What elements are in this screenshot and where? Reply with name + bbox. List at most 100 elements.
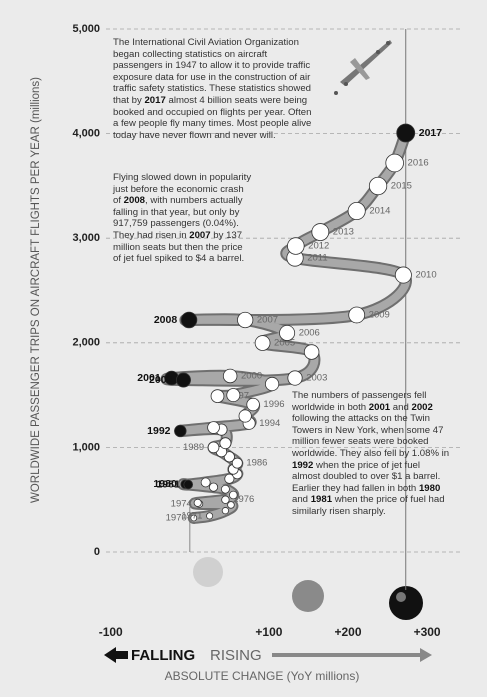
x-tick-label: +100 xyxy=(255,625,282,639)
point xyxy=(180,311,198,329)
year-label: 2014 xyxy=(369,206,390,217)
point xyxy=(229,490,238,500)
point xyxy=(206,512,214,520)
point xyxy=(174,424,187,438)
annotation: The International Civil Aviation Organiz… xyxy=(113,37,318,141)
year-label: 2016 xyxy=(408,158,429,169)
rising-label: RISING xyxy=(210,647,262,664)
year-label: 2012 xyxy=(308,241,329,252)
point xyxy=(348,306,366,324)
point xyxy=(210,389,225,403)
point xyxy=(223,451,235,463)
year-label: 1992 xyxy=(147,425,171,437)
year-label: 2008 xyxy=(154,314,178,326)
x-tick-label: +300 xyxy=(414,625,441,639)
point xyxy=(224,473,235,484)
point xyxy=(287,237,305,255)
year-label: 1989 xyxy=(183,442,204,453)
point xyxy=(347,201,366,221)
point xyxy=(207,421,220,434)
annotation-highlight: 2008 xyxy=(123,195,146,207)
year-label: 2007 xyxy=(257,315,278,326)
annotation-text: by 137 million seats but then the price … xyxy=(113,229,245,265)
annotation-text: when the price of jet fuel almost double… xyxy=(292,459,441,494)
y-tick-label: 4,000 xyxy=(72,128,100,140)
point xyxy=(237,311,254,329)
annotation-text: almost 4 billion seats were being booked… xyxy=(113,94,312,141)
point xyxy=(221,507,230,515)
annotation-highlight: 1992 xyxy=(292,459,314,471)
point xyxy=(221,495,230,504)
point xyxy=(311,223,330,241)
annotation-text: when the price of fuel had similarly ris… xyxy=(292,494,445,517)
x-tick-label: -100 xyxy=(99,625,123,639)
annotation-text: The numbers of passengers fell worldwide… xyxy=(292,390,427,413)
y-tick-label: 2,000 xyxy=(72,337,100,349)
y-tick-label: 5,000 xyxy=(72,23,100,35)
year-label: 1996 xyxy=(263,399,284,410)
rising-arrow xyxy=(272,648,432,662)
plane-icon xyxy=(334,40,392,95)
y-axis-label: WORLDWIDE PASSENGER TRIPS ON AIRCRAFT FL… xyxy=(30,77,42,503)
year-label: 2001 xyxy=(137,372,161,384)
year-label: 1980 xyxy=(153,478,177,490)
year-label: 2006 xyxy=(299,327,320,338)
year-label: 2005 xyxy=(274,338,295,349)
year-label: 1994 xyxy=(259,418,280,429)
year-label: 1986 xyxy=(246,458,267,469)
year-label: 2003 xyxy=(306,373,327,384)
point xyxy=(254,335,271,351)
y-tick-label: 0 xyxy=(94,546,100,558)
annotation-text: The International Civil Aviation Organiz… xyxy=(113,37,311,106)
falling-label: FALLING xyxy=(131,647,195,664)
point xyxy=(246,397,260,412)
year-label: 2013 xyxy=(333,227,354,238)
annotation-text: following the attacks on the Twin Towers… xyxy=(292,413,450,459)
y-tick-label: 3,000 xyxy=(72,232,100,244)
annotation-highlight: 1980 xyxy=(418,482,441,494)
point xyxy=(219,437,232,450)
point xyxy=(220,484,230,494)
point xyxy=(303,344,320,360)
year-label: 1971 xyxy=(181,510,202,521)
year-label: 2000 xyxy=(241,370,262,381)
point xyxy=(264,376,280,392)
point xyxy=(200,477,211,488)
annotation-text: Flying slowed down in popularity just be… xyxy=(113,172,252,207)
falling-arrow xyxy=(104,647,128,663)
annotation-text: and xyxy=(390,401,412,413)
year-label: 2009 xyxy=(369,309,390,320)
x-axis-label: ABSOLUTE CHANGE (YoY millions) xyxy=(165,669,360,683)
year-label: 1976 xyxy=(233,494,254,505)
annotation-highlight: 2007 xyxy=(189,229,211,241)
point xyxy=(208,482,219,492)
year-label: 2010 xyxy=(415,270,436,281)
point xyxy=(226,388,241,403)
decorative-spheres xyxy=(193,557,423,620)
annotation-highlight: 1981 xyxy=(310,494,333,506)
year-label: 2017 xyxy=(419,127,443,139)
point xyxy=(368,176,388,196)
year-label: 1981 xyxy=(156,478,180,490)
annotation: The numbers of passengers fell worldwide… xyxy=(292,390,450,518)
point xyxy=(207,441,220,454)
point xyxy=(287,370,303,386)
point xyxy=(227,501,235,509)
annotation-highlight: 2017 xyxy=(144,94,166,106)
point xyxy=(385,153,404,173)
point xyxy=(176,372,191,388)
point xyxy=(231,457,243,469)
year-label: 1974 xyxy=(171,498,192,509)
point xyxy=(190,514,198,522)
year-label: 2011 xyxy=(307,252,327,263)
point xyxy=(394,266,412,284)
point xyxy=(222,368,238,384)
year-label: 2015 xyxy=(391,181,412,192)
point xyxy=(279,324,296,341)
annotation-text: and xyxy=(292,494,311,506)
annotation: Flying slowed down in popularity just be… xyxy=(113,172,253,265)
point xyxy=(183,479,194,490)
annotation-highlight: 2002 xyxy=(411,401,433,413)
